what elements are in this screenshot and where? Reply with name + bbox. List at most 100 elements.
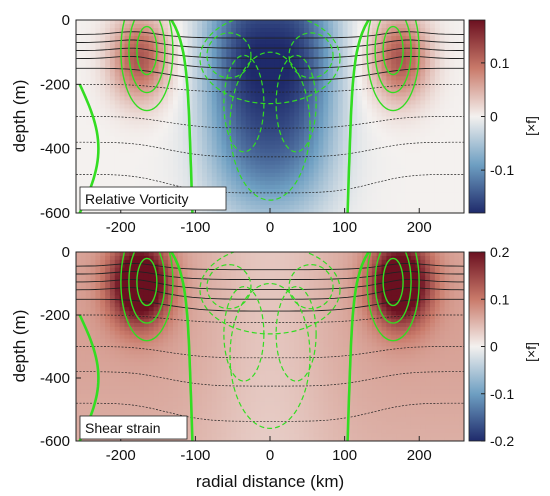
heatmap-cell bbox=[109, 64, 116, 69]
heatmap-cell bbox=[105, 378, 111, 383]
heatmap-cell bbox=[173, 32, 179, 37]
heatmap-cell bbox=[216, 176, 223, 182]
heatmap-cell bbox=[177, 330, 184, 336]
heatmap-cell bbox=[109, 346, 116, 352]
heatmap-cell bbox=[95, 68, 101, 73]
heatmap-cell bbox=[308, 172, 315, 178]
heatmap-cell bbox=[410, 188, 417, 194]
heatmap-cell bbox=[396, 36, 402, 41]
heatmap-cell bbox=[85, 112, 92, 118]
heatmap-cell bbox=[255, 100, 261, 106]
heatmap-cell bbox=[245, 84, 252, 89]
heatmap-cell bbox=[158, 176, 164, 182]
heatmap-cell bbox=[425, 140, 431, 146]
heatmap-cell bbox=[328, 208, 334, 213]
heatmap-cell bbox=[231, 172, 237, 178]
heatmap-cell bbox=[454, 24, 460, 29]
heatmap-cell bbox=[90, 255, 96, 261]
heatmap-cell bbox=[352, 76, 358, 81]
heatmap-cell bbox=[114, 156, 121, 162]
heatmap-cell bbox=[255, 104, 261, 110]
heatmap-cell bbox=[337, 120, 344, 126]
heatmap-cell bbox=[139, 172, 145, 178]
heatmap-cell bbox=[303, 20, 310, 25]
heatmap-cell bbox=[211, 128, 218, 134]
heatmap-cell bbox=[449, 36, 455, 41]
heatmap-cell bbox=[410, 128, 417, 134]
heatmap-cell bbox=[163, 338, 169, 344]
heatmap-cell bbox=[173, 287, 179, 292]
heatmap-cell bbox=[153, 128, 160, 134]
heatmap-cell bbox=[420, 80, 426, 85]
heatmap-cell bbox=[134, 338, 140, 344]
heatmap-cell bbox=[109, 108, 116, 114]
heatmap-cell bbox=[114, 64, 121, 69]
heatmap-cell bbox=[289, 164, 295, 170]
heatmap-cell bbox=[95, 252, 101, 257]
heatmap-cell bbox=[202, 160, 208, 166]
heatmap-cell bbox=[444, 104, 451, 110]
heatmap-cell bbox=[260, 124, 266, 130]
heatmap-cell bbox=[449, 180, 455, 186]
heatmap-cell bbox=[95, 88, 101, 93]
heatmap-cell bbox=[134, 307, 140, 312]
colorbar-tick-label: 0 bbox=[490, 109, 498, 125]
heatmap-cell bbox=[318, 52, 324, 57]
heatmap-cell bbox=[124, 36, 130, 41]
heatmap-cell bbox=[236, 172, 242, 178]
heatmap-cell bbox=[76, 393, 82, 399]
negative-contour bbox=[288, 32, 334, 79]
heatmap-cell bbox=[260, 108, 266, 114]
heatmap-cell bbox=[415, 180, 421, 186]
heatmap-cell bbox=[289, 176, 295, 182]
heatmap-cell bbox=[245, 156, 252, 162]
heatmap-cell bbox=[90, 144, 96, 150]
heatmap-cell bbox=[342, 184, 349, 190]
heatmap-cell bbox=[430, 32, 436, 37]
heatmap-cell bbox=[163, 393, 169, 399]
heatmap-cell bbox=[323, 76, 329, 81]
heatmap-cell bbox=[425, 104, 431, 110]
heatmap-cell bbox=[211, 116, 218, 122]
heatmap-cell bbox=[109, 116, 116, 122]
heatmap-cell bbox=[109, 303, 116, 308]
heatmap-cell bbox=[352, 40, 358, 45]
heatmap-cell bbox=[434, 56, 441, 61]
heatmap-cell bbox=[187, 56, 193, 61]
heatmap-cell bbox=[206, 100, 213, 106]
heatmap-cell bbox=[337, 108, 344, 114]
heatmap-cell bbox=[148, 92, 155, 97]
heatmap-cell bbox=[85, 156, 92, 162]
heatmap-cell bbox=[371, 100, 378, 106]
heatmap-cell bbox=[420, 100, 426, 106]
y-tick-label: -600 bbox=[40, 205, 70, 222]
heatmap-cell bbox=[236, 108, 242, 114]
heatmap-cell bbox=[303, 84, 310, 89]
heatmap-cell bbox=[289, 40, 295, 45]
heatmap-cell bbox=[430, 160, 436, 166]
heatmap-cell bbox=[143, 28, 150, 33]
heatmap-cell bbox=[294, 132, 300, 138]
heatmap-cell bbox=[182, 358, 189, 363]
heatmap-cell bbox=[260, 184, 266, 190]
heatmap-cell bbox=[168, 80, 174, 85]
heatmap-cell bbox=[362, 156, 368, 162]
heatmap-cell bbox=[308, 116, 315, 122]
heatmap-cell bbox=[337, 44, 344, 49]
x-tick-label: -100 bbox=[180, 219, 210, 236]
heatmap-cell bbox=[347, 80, 354, 85]
heatmap-cell bbox=[434, 176, 441, 182]
heatmap-cell bbox=[415, 172, 421, 178]
heatmap-cell bbox=[367, 64, 373, 69]
heatmap-cell bbox=[100, 124, 106, 130]
heatmap-cell bbox=[396, 116, 402, 122]
heatmap-cell bbox=[173, 76, 179, 81]
heatmap-cell bbox=[425, 36, 431, 41]
heatmap-cell bbox=[187, 104, 193, 110]
heatmap-cell bbox=[109, 156, 116, 162]
heatmap-cell bbox=[173, 271, 179, 277]
heatmap-cell bbox=[173, 279, 179, 285]
heatmap-cell bbox=[294, 60, 300, 65]
heatmap-cell bbox=[357, 68, 363, 73]
heatmap-cell bbox=[124, 132, 130, 138]
